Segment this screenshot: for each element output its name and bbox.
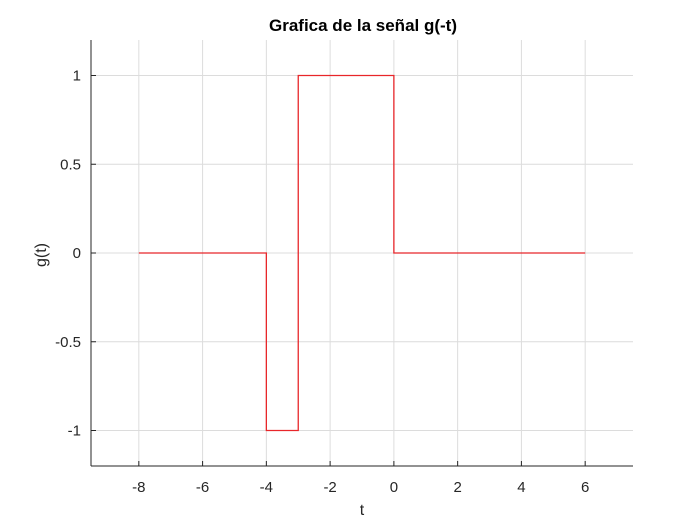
- y-tick-label-2: 0: [73, 245, 81, 262]
- y-tick-label-0: -1: [68, 423, 81, 440]
- y-tick-label-4: 1: [73, 68, 81, 85]
- series-line-0: [138, 74, 586, 432]
- x-axis-label: t: [360, 502, 365, 519]
- y-tick-label-1: -0.5: [55, 334, 81, 351]
- series-layer: [138, 74, 586, 432]
- chart-title: Grafica de la señal g(-t): [269, 16, 457, 35]
- y-tick-label-3: 0.5: [60, 156, 81, 173]
- x-tick-label-4: 0: [390, 479, 398, 496]
- x-tick-label-2: -4: [260, 479, 273, 496]
- y-ticks: -1 -0.5 0 0.5 1: [55, 68, 96, 440]
- x-tick-label-1: -6: [196, 479, 209, 496]
- x-tick-label-6: 4: [517, 479, 525, 496]
- x-tick-label-7: 6: [581, 479, 589, 496]
- x-ticks: -8 -6 -4 -2 0 2 4 6: [132, 461, 589, 496]
- y-axis-label: g(t): [33, 243, 50, 267]
- x-tick-label-5: 2: [453, 479, 461, 496]
- x-tick-label-0: -8: [132, 479, 145, 496]
- x-tick-label-3: -2: [323, 479, 336, 496]
